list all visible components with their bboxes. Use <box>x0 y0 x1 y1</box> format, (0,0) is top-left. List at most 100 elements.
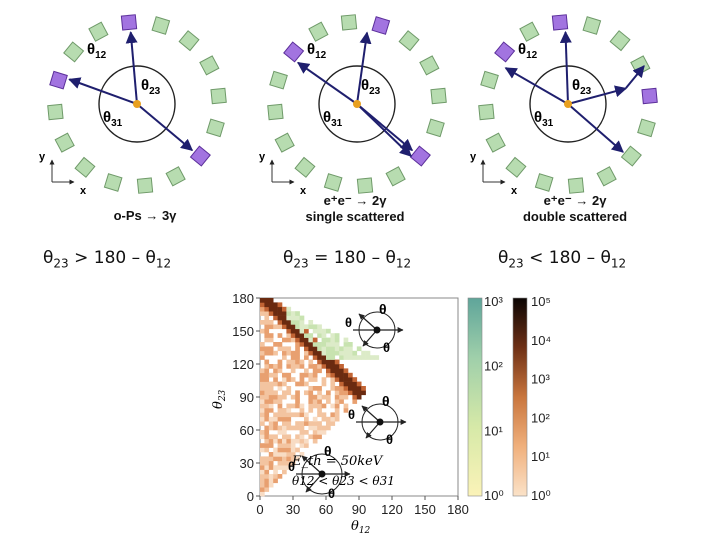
heat-cell <box>260 386 265 391</box>
heat-cell <box>268 372 274 378</box>
heat-cell <box>330 359 336 365</box>
heat-cell <box>273 399 278 404</box>
heat-cell <box>304 438 309 444</box>
heat-cell <box>339 399 344 404</box>
heat-cell <box>308 434 314 440</box>
heat-cell <box>277 425 283 431</box>
heat-cell <box>339 372 344 378</box>
heat-cell <box>260 416 265 422</box>
heat-cell <box>321 430 327 435</box>
heat-cell <box>339 346 344 352</box>
heat-cell <box>299 412 305 418</box>
heat-cell <box>273 377 278 382</box>
heat-cell <box>264 430 270 435</box>
y-tick-label: 90 <box>240 390 254 405</box>
heat-cell <box>299 320 305 325</box>
heat-cell <box>299 337 305 343</box>
heat-cell <box>290 452 296 457</box>
heat-cell <box>264 324 270 330</box>
angle-circle <box>98 65 176 143</box>
heat-cell <box>290 412 296 418</box>
heat-cell <box>339 355 344 360</box>
heat-cell <box>286 434 292 440</box>
heat-cell <box>264 425 270 431</box>
heat-cell <box>312 421 318 426</box>
detector-strip <box>47 103 64 121</box>
hit-detector <box>189 145 211 167</box>
heat-cell <box>343 408 349 413</box>
hit-detector <box>551 14 569 31</box>
photon-arrow <box>68 77 138 105</box>
heat-cell <box>326 346 331 352</box>
heat-cell <box>277 447 283 453</box>
heat-cell <box>260 350 265 356</box>
heat-cell <box>308 324 314 330</box>
heat-cell <box>277 386 283 391</box>
heat-cell <box>330 416 336 422</box>
heat-cell <box>317 403 322 409</box>
detector-strip <box>210 87 227 105</box>
heat-cell <box>268 482 274 488</box>
heat-cell <box>273 302 278 308</box>
heat-cell <box>277 416 283 422</box>
heat-cell <box>308 403 314 409</box>
heat-cell <box>277 394 283 400</box>
heat-cell <box>304 333 309 338</box>
heat-cell <box>312 386 318 391</box>
heat-cell <box>343 381 349 387</box>
hit-detector <box>409 145 431 167</box>
heat-cell <box>317 399 322 404</box>
heat-cell <box>317 390 322 396</box>
heat-cell <box>264 386 270 391</box>
heat-cell <box>330 333 336 338</box>
heat-cell <box>348 350 353 356</box>
heat-cell <box>374 355 380 360</box>
heat-cell <box>304 421 309 426</box>
detector-strip <box>103 173 123 192</box>
heat-cell <box>348 377 353 382</box>
detector-strip <box>178 30 200 52</box>
colorbar-orange-tick: 10⁵ <box>531 294 551 309</box>
heat-cell <box>260 487 265 492</box>
heat-cell <box>264 456 270 462</box>
heat-cell <box>282 337 287 343</box>
heat-cell <box>264 460 270 466</box>
heat-cell <box>273 381 278 387</box>
heat-cell <box>312 430 318 435</box>
heat-cell <box>290 315 296 321</box>
heat-cell <box>326 328 331 334</box>
heat-cell <box>260 478 265 484</box>
heat-cell <box>334 337 340 343</box>
svg-text:θ: θ <box>328 486 335 501</box>
angle-label-θ23: θ23 <box>572 77 592 97</box>
heat-cell <box>260 469 265 475</box>
caption-2g-single-line1: e⁺e⁻ → 2γ <box>323 193 387 208</box>
heat-cell <box>299 315 305 321</box>
heat-cell <box>295 320 300 325</box>
heat-cell <box>273 306 278 312</box>
heat-cell <box>268 333 274 338</box>
heat-cell <box>352 386 358 391</box>
heat-cell <box>273 368 278 374</box>
heat-cell <box>334 359 340 365</box>
heat-cell <box>312 342 318 347</box>
heat-cell <box>286 328 292 334</box>
heat-cell <box>334 416 340 422</box>
heat-cell <box>317 408 322 413</box>
detector-strip <box>419 55 440 76</box>
source-point <box>353 100 361 108</box>
heat-cell <box>264 403 270 409</box>
heat-cell <box>290 447 296 453</box>
heat-cell <box>260 408 265 413</box>
svg-text:θ: θ <box>379 301 387 317</box>
axis-label-y: y <box>259 151 266 163</box>
heat-cell <box>260 355 265 360</box>
heat-cell <box>260 474 265 479</box>
heat-cell <box>317 350 322 356</box>
heat-cell <box>304 368 309 374</box>
heat-cell <box>273 324 278 330</box>
heat-cell <box>299 425 305 431</box>
heat-cell <box>282 447 287 453</box>
heat-cell <box>308 399 314 404</box>
heat-cell <box>268 474 274 479</box>
